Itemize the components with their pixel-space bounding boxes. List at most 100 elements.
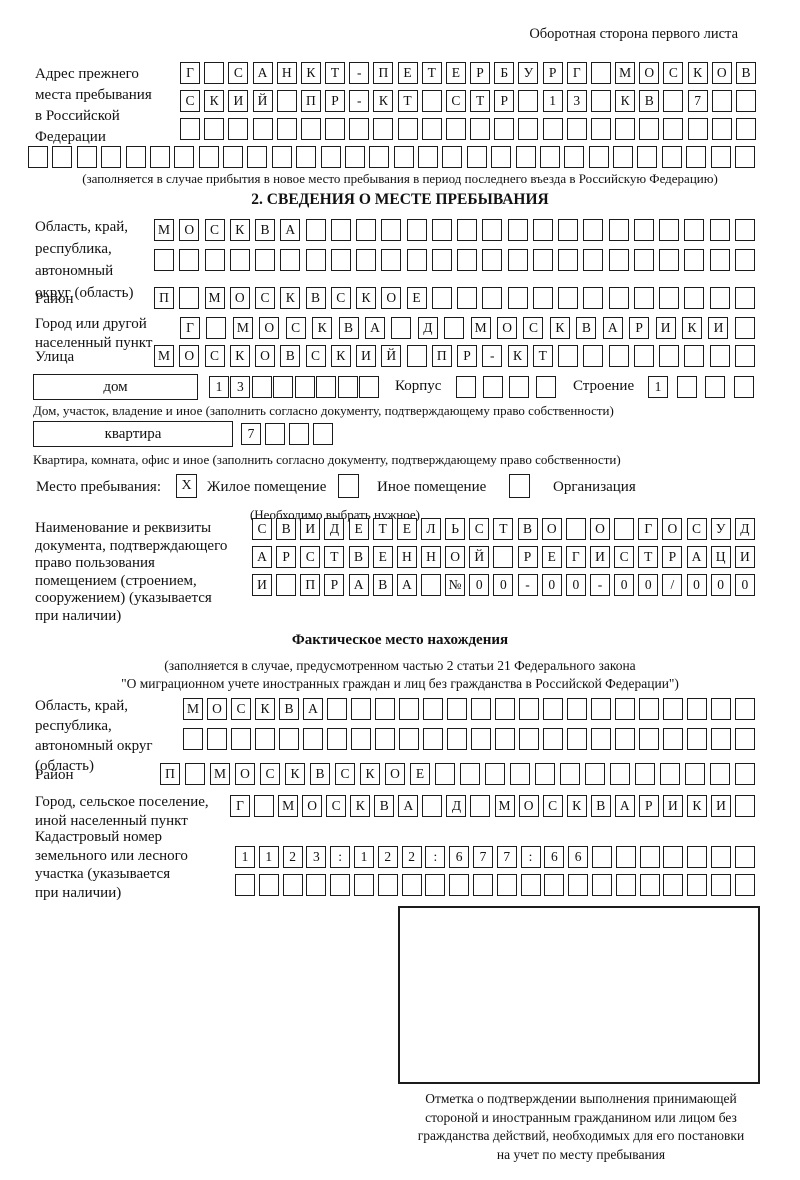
oblast-row-2 xyxy=(154,249,755,271)
char-box xyxy=(231,728,251,750)
char-box xyxy=(183,728,203,750)
char-box xyxy=(28,146,48,168)
char-box xyxy=(174,146,195,168)
char-box xyxy=(520,874,541,896)
char-box: К xyxy=(204,90,225,112)
char-box: И xyxy=(252,574,272,596)
char-box: А xyxy=(602,317,623,339)
char-box: А xyxy=(614,795,635,817)
prev-address-row-3 xyxy=(180,118,756,140)
char-box xyxy=(457,249,477,271)
option-zhiloe-label: Жилое помещение xyxy=(207,479,327,495)
char-box: И xyxy=(655,317,676,339)
char-box: Е xyxy=(541,546,562,568)
char-box xyxy=(418,146,438,168)
char-box xyxy=(485,763,505,785)
stroenie-row: 1 xyxy=(648,376,754,398)
char-box xyxy=(608,219,629,241)
section2-title: 2. СВЕДЕНИЯ О МЕСТЕ ПРЕБЫВАНИЯ xyxy=(251,191,549,208)
char-box: : xyxy=(330,846,351,868)
char-box xyxy=(422,795,443,817)
char-box: К xyxy=(682,317,703,339)
char-box xyxy=(247,146,268,168)
char-box: И xyxy=(710,795,731,817)
char-box: А xyxy=(686,546,707,568)
char-box xyxy=(351,698,371,720)
char-box xyxy=(320,146,341,168)
char-box xyxy=(510,763,530,785)
char-box xyxy=(495,698,515,720)
char-box xyxy=(251,376,272,398)
char-box xyxy=(223,146,243,168)
char-box xyxy=(279,728,299,750)
char-box xyxy=(507,249,528,271)
char-box: О xyxy=(229,287,250,309)
char-box xyxy=(493,546,514,568)
char-box xyxy=(472,874,493,896)
char-box: С xyxy=(300,546,321,568)
char-box: О xyxy=(497,317,518,339)
char-box xyxy=(709,287,730,309)
char-box xyxy=(229,249,250,271)
char-box: П xyxy=(300,90,321,112)
option-organizaciya-label: Организация xyxy=(553,479,636,495)
char-box: В xyxy=(374,795,395,817)
char-box: Й xyxy=(252,90,273,112)
char-box: И xyxy=(228,90,249,112)
char-box: Р xyxy=(325,90,346,112)
char-box xyxy=(734,317,755,339)
char-box xyxy=(254,795,275,817)
char-box: 0 xyxy=(638,574,659,596)
char-box: К xyxy=(229,219,250,241)
char-box xyxy=(349,118,370,140)
char-box: Т xyxy=(324,546,345,568)
char-box xyxy=(316,376,337,398)
char-box xyxy=(507,287,528,309)
char-box: М xyxy=(154,345,174,367)
char-box: К xyxy=(566,795,587,817)
char-box: М xyxy=(183,698,203,720)
char-box xyxy=(337,376,358,398)
char-box xyxy=(406,345,427,367)
char-box xyxy=(431,249,452,271)
char-box: А xyxy=(348,574,369,596)
char-box: К xyxy=(549,317,570,339)
char-box xyxy=(207,728,227,750)
char-box: Т xyxy=(372,518,393,540)
char-box xyxy=(635,763,655,785)
char-box xyxy=(519,698,539,720)
char-box: В xyxy=(517,518,538,540)
char-box xyxy=(204,118,225,140)
char-box: - xyxy=(517,574,538,596)
char-box xyxy=(710,763,730,785)
char-box xyxy=(276,90,297,112)
char-box: Е xyxy=(397,62,418,84)
char-box: К xyxy=(687,62,708,84)
char-box: У xyxy=(710,518,731,540)
char-box xyxy=(306,874,327,896)
char-box: Т xyxy=(638,546,659,568)
char-box xyxy=(735,118,756,140)
char-box xyxy=(449,874,470,896)
char-box xyxy=(185,763,205,785)
char-box xyxy=(303,728,323,750)
char-box: К xyxy=(350,795,371,817)
char-box xyxy=(735,763,755,785)
char-box xyxy=(353,874,374,896)
char-box xyxy=(255,728,275,750)
char-box: О xyxy=(541,518,562,540)
char-box xyxy=(447,728,467,750)
char-box xyxy=(351,728,371,750)
char-box xyxy=(687,874,708,896)
char-box: 1 xyxy=(235,846,255,868)
char-box xyxy=(734,345,755,367)
document-label: Наименование и реквизиты документа, подт… xyxy=(35,520,228,624)
char-box: И xyxy=(300,518,321,540)
fact-caption-2: "О миграционном учете иностранных гражда… xyxy=(121,676,679,691)
char-box: П xyxy=(154,287,174,309)
